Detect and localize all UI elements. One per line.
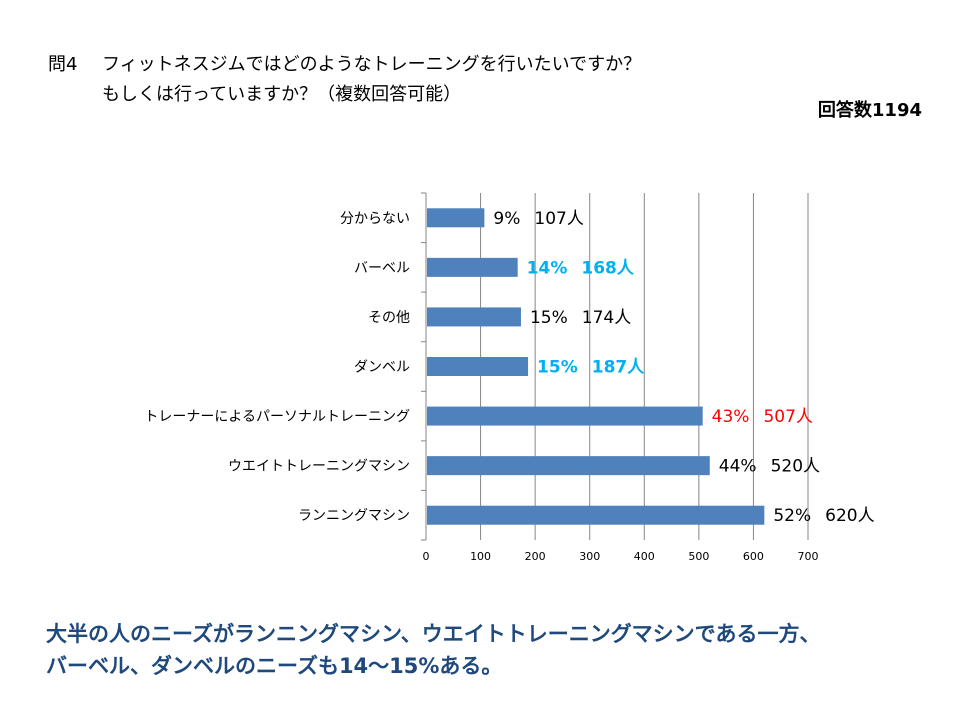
grid-lines	[480, 193, 809, 540]
bar	[427, 456, 710, 476]
data-label-count: 620人	[825, 506, 874, 526]
question-number: 問4	[48, 54, 78, 75]
question-text-line1: フィットネスジムではどのようなトレーニングを行いたいですか？	[102, 54, 642, 75]
x-tick-label: 0	[423, 550, 430, 563]
x-tick-label: 300	[579, 550, 600, 563]
x-tick-label: 100	[470, 550, 491, 563]
data-label: 43% 507人	[712, 407, 813, 427]
data-label-percent: 14%	[527, 258, 568, 278]
data-label-count: 174人	[582, 308, 631, 328]
summary-text: 大半の人のニーズがランニングマシン、ウエイトトレーニングマシンである一方、 バー…	[46, 618, 820, 682]
axes	[421, 192, 427, 541]
category-label: ダンベル	[354, 360, 410, 376]
bar	[427, 257, 518, 277]
x-tick-label: 400	[634, 550, 655, 563]
data-label-percent: 15%	[530, 308, 568, 328]
question-text-line2: もしくは行っていますか？（複数回答可能）	[102, 84, 462, 105]
data-label-count: 168人	[581, 258, 634, 278]
data-label: 44% 520人	[719, 457, 820, 477]
data-label-count: 187人	[592, 358, 645, 378]
data-label-percent: 15%	[537, 358, 578, 378]
category-label: その他	[368, 310, 410, 326]
category-label: 分からない	[340, 211, 410, 227]
data-label-percent: 44%	[719, 457, 757, 477]
category-label: トレーナーによるパーソナルトレーニング	[144, 409, 410, 425]
data-label-count: 507人	[763, 407, 812, 427]
data-label: 14% 168人	[527, 258, 635, 278]
bar	[427, 505, 765, 525]
bar	[427, 406, 703, 426]
bars	[427, 208, 765, 525]
data-label-percent: 43%	[712, 407, 750, 427]
summary-line2: バーベル、ダンベルのニーズも14～15%ある。	[46, 654, 503, 678]
x-tick-label: 500	[688, 550, 709, 563]
bar	[427, 307, 521, 327]
x-tick-label: 700	[798, 550, 819, 563]
summary-line1: 大半の人のニーズがランニングマシン、ウエイトトレーニングマシンである一方、	[46, 622, 821, 646]
x-tick-label: 200	[525, 550, 546, 563]
bar	[427, 357, 529, 376]
data-label-percent: 9%	[493, 209, 520, 229]
data-label: 9% 107人	[493, 209, 583, 229]
response-count: 回答数1194	[817, 100, 922, 121]
data-label: 15% 174人	[530, 308, 631, 328]
category-label: バーベル	[354, 260, 410, 276]
data-label: 52% 620人	[773, 506, 874, 526]
data-label-count: 520人	[771, 457, 820, 477]
category-label: ランニングマシン	[298, 508, 410, 524]
category-label: ウエイトトレーニングマシン	[228, 459, 410, 475]
data-label-count: 107人	[534, 209, 583, 229]
x-tick-label: 600	[743, 550, 764, 563]
data-label: 15% 187人	[537, 358, 645, 378]
bar	[427, 208, 485, 228]
data-label-percent: 52%	[773, 506, 811, 526]
